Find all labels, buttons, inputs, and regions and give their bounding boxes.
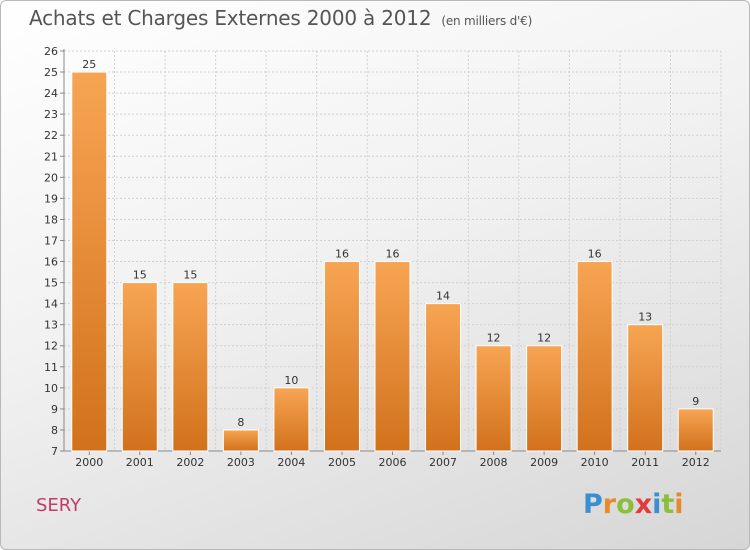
bar xyxy=(475,345,512,452)
town-name: SERY xyxy=(36,495,82,516)
bar xyxy=(222,429,259,452)
bar-value-label: 16 xyxy=(588,248,602,261)
y-tick-label: 19 xyxy=(44,192,58,205)
bars xyxy=(71,71,714,452)
bar xyxy=(576,261,613,452)
y-tick-label: 25 xyxy=(44,66,58,79)
bar xyxy=(425,303,462,452)
logo-letter: x xyxy=(634,489,653,520)
y-tick-label: 8 xyxy=(51,424,58,437)
y-tick-label: 10 xyxy=(44,382,58,395)
bar-value-label: 14 xyxy=(436,290,450,303)
y-tick-label: 24 xyxy=(44,87,58,100)
bar xyxy=(323,261,360,452)
y-tick-label: 16 xyxy=(44,256,58,269)
x-tick-label: 2003 xyxy=(227,456,255,469)
x-tick-label: 2006 xyxy=(379,456,407,469)
bar-value-label: 25 xyxy=(82,58,96,71)
logo-letter: P xyxy=(583,489,603,520)
x-tick-label: 2009 xyxy=(530,456,558,469)
bar xyxy=(71,71,108,452)
bar-value-label: 12 xyxy=(537,332,551,345)
chart-title: Achats et Charges Externes 2000 à 2012 (e… xyxy=(29,6,532,30)
bar xyxy=(273,387,310,452)
bar-value-label: 15 xyxy=(133,269,147,282)
proxiti-logo: Proxiti xyxy=(583,489,684,520)
y-tick-label: 21 xyxy=(44,150,58,163)
bar-value-label: 13 xyxy=(638,311,652,324)
chart-unit: (en milliers d'€) xyxy=(441,14,533,28)
y-tick-label: 7 xyxy=(51,445,58,458)
bar xyxy=(627,324,664,452)
bar xyxy=(677,408,714,452)
logo-letter: t xyxy=(661,489,675,520)
bar xyxy=(526,345,563,452)
bar-value-label: 12 xyxy=(487,332,501,345)
bar xyxy=(172,282,209,452)
logo-letter: o xyxy=(616,489,635,520)
chart-title-text: Achats et Charges Externes 2000 à 2012 xyxy=(29,6,432,30)
bar xyxy=(121,282,158,452)
logo-letter: i xyxy=(652,489,662,520)
y-tick-label: 26 xyxy=(44,45,58,58)
bar-value-label: 15 xyxy=(183,269,197,282)
x-tick-label: 2004 xyxy=(277,456,305,469)
y-tick-label: 23 xyxy=(44,108,58,121)
y-tick-label: 15 xyxy=(44,277,58,290)
x-tick-label: 2005 xyxy=(328,456,356,469)
y-tick-label: 13 xyxy=(44,319,58,332)
bar-value-label: 10 xyxy=(284,374,298,387)
x-tick-label: 2000 xyxy=(75,456,103,469)
labels: 7 8 9 10 11 12 13 14 15 16 17 18 19 20 21 22 23 24 25 26 25 2… xyxy=(44,45,710,469)
x-tick-label: 2012 xyxy=(682,456,710,469)
bar-value-label: 9 xyxy=(692,395,699,408)
bar-value-label: 8 xyxy=(237,416,244,429)
logo-letter: r xyxy=(602,489,617,520)
x-tick-label: 2002 xyxy=(176,456,204,469)
y-tick-label: 17 xyxy=(44,234,58,247)
y-tick-label: 22 xyxy=(44,129,58,142)
y-tick-label: 9 xyxy=(51,403,58,416)
y-tick-label: 18 xyxy=(44,213,58,226)
x-tick-label: 2001 xyxy=(126,456,154,469)
y-tick-label: 12 xyxy=(44,340,58,353)
bar xyxy=(374,261,411,452)
y-tick-label: 20 xyxy=(44,171,58,184)
bar-value-label: 16 xyxy=(386,248,400,261)
x-tick-label: 2008 xyxy=(480,456,508,469)
x-tick-label: 2010 xyxy=(581,456,609,469)
y-tick-label: 11 xyxy=(44,361,58,374)
y-tick-label: 14 xyxy=(44,298,58,311)
x-tick-label: 2007 xyxy=(429,456,457,469)
x-tick-label: 2011 xyxy=(631,456,659,469)
logo-letter: i xyxy=(674,489,684,520)
bar-value-label: 16 xyxy=(335,248,349,261)
